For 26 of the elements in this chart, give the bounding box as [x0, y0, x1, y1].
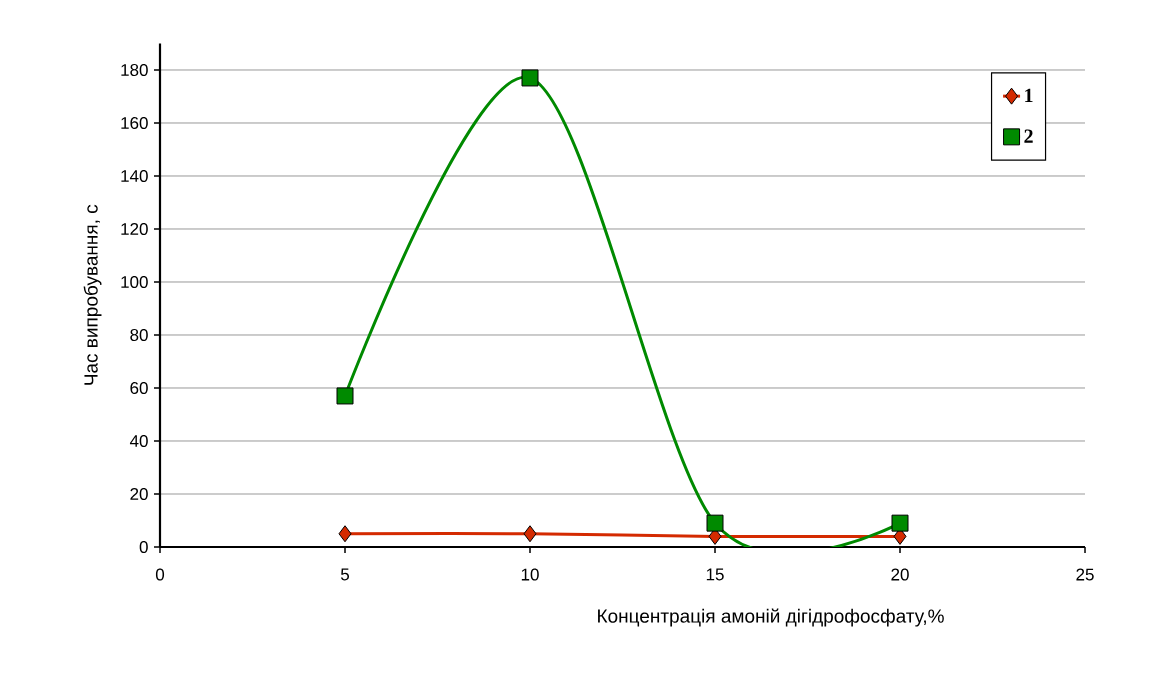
- point: [338, 525, 352, 543]
- legend-label: 2: [1024, 129, 1033, 143]
- x-tick-label: 5: [340, 568, 350, 581]
- point: [706, 514, 724, 532]
- x-tick-label: 10: [521, 568, 539, 581]
- x-axis-title: Концентрація амоній дігідрофосфату,%: [598, 608, 944, 627]
- y-tick-label: 60: [130, 381, 148, 395]
- point: [336, 387, 354, 405]
- y-tick-label: 160: [121, 116, 148, 130]
- y-tick-label: 180: [121, 63, 148, 77]
- y-axis-title: Час випробування, с: [83, 204, 102, 385]
- point: [891, 514, 909, 532]
- x-tick-label: 0: [155, 568, 165, 581]
- legend-label: 1: [1025, 88, 1033, 102]
- y-tick-label: 0: [139, 540, 148, 554]
- x-tick-label: 25: [1076, 568, 1094, 581]
- y-tick-label: 20: [130, 487, 148, 501]
- point: [523, 525, 537, 543]
- y-tick-label: 100: [121, 275, 148, 289]
- x-tick-label: 20: [891, 568, 909, 581]
- point: [521, 69, 539, 87]
- y-tick-label: 120: [121, 222, 148, 236]
- y-tick-label: 80: [130, 328, 148, 342]
- y-tick-label: 140: [121, 169, 148, 183]
- x-tick-label: 15: [706, 568, 724, 581]
- y-tick-label: 40: [129, 434, 148, 448]
